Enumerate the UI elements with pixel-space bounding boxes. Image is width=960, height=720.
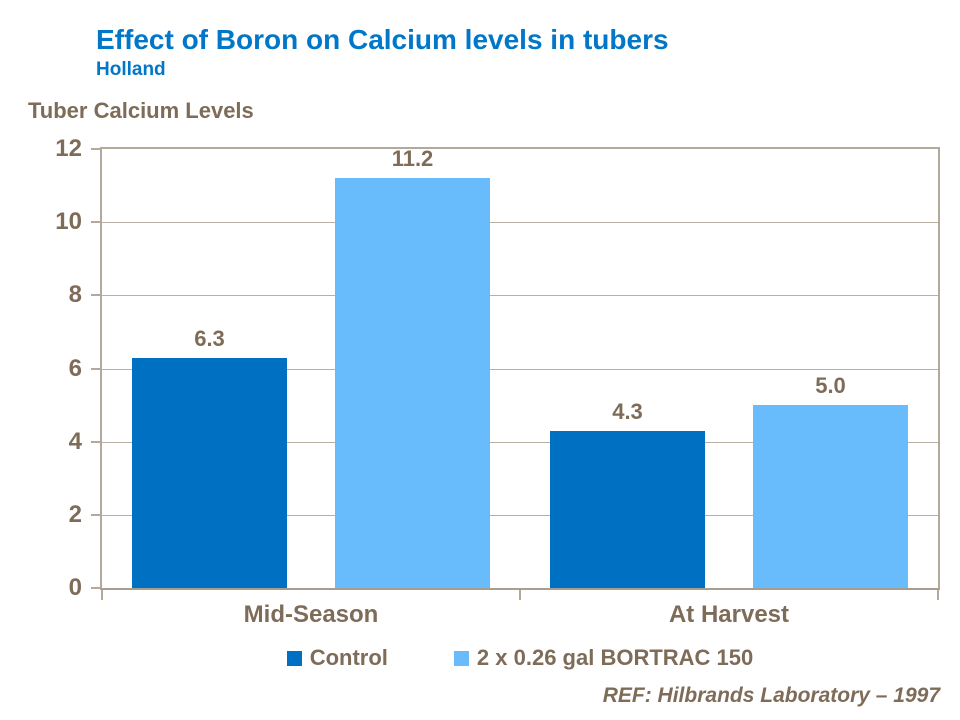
y-tick-mark	[91, 294, 101, 297]
y-tick-label: 12	[55, 135, 82, 162]
bar-value-label: 5.0	[815, 373, 846, 399]
bar-bortrac-at-harvest	[753, 405, 908, 588]
x-tick-mark	[101, 590, 103, 600]
bar-control-mid-season	[132, 357, 287, 588]
bar-value-label: 6.3	[194, 325, 225, 351]
y-tick-mark	[91, 440, 101, 443]
bar-value-label: 11.2	[391, 146, 434, 172]
bar-control-at-harvest	[550, 430, 705, 588]
page-subtitle: Holland	[96, 59, 166, 80]
y-tick-label: 2	[68, 500, 82, 528]
legend: Control 2 x 0.26 gal BORTRAC 150	[100, 645, 940, 671]
y-tick-mark	[91, 513, 101, 516]
x-category-label: Mid-Season	[243, 601, 379, 628]
x-tick-mark	[519, 590, 521, 600]
y-tick-mark	[91, 148, 101, 150]
reference-note: REF: Hilbrands Laboratory – 1997	[602, 684, 940, 707]
legend-swatch-bortrac	[453, 650, 469, 666]
page-title: Effect of Boron on Calcium levels in tub…	[96, 24, 669, 55]
y-tick-label: 0	[68, 574, 82, 601]
y-tick-label: 8	[68, 281, 82, 309]
plot-area: 6.3 11.2 4.3 5.0	[100, 146, 940, 590]
gridline	[102, 368, 938, 370]
y-tick-mark	[91, 587, 101, 589]
gridline	[102, 295, 938, 297]
legend-label-control: Control	[309, 645, 388, 670]
legend-item-bortrac: 2 x 0.26 gal BORTRAC 150	[453, 645, 754, 671]
gridline	[102, 514, 938, 516]
legend-swatch-control	[286, 650, 302, 666]
x-tick-mark	[937, 590, 939, 600]
y-tick-mark	[91, 221, 101, 224]
y-tick-label: 10	[55, 208, 82, 236]
y-axis-title: Tuber Calcium Levels	[28, 98, 254, 123]
y-tick-label: 4	[68, 427, 82, 455]
bar-bortrac-mid-season	[335, 178, 490, 588]
legend-label-bortrac: 2 x 0.26 gal BORTRAC 150	[476, 645, 754, 670]
legend-item-control: Control	[286, 645, 388, 671]
bar-value-label: 4.3	[612, 398, 643, 424]
gridline	[102, 441, 938, 443]
gridline	[102, 222, 938, 224]
y-tick-label: 6	[68, 354, 82, 382]
y-tick-mark	[91, 367, 101, 370]
x-category-label: At Harvest	[668, 601, 790, 628]
